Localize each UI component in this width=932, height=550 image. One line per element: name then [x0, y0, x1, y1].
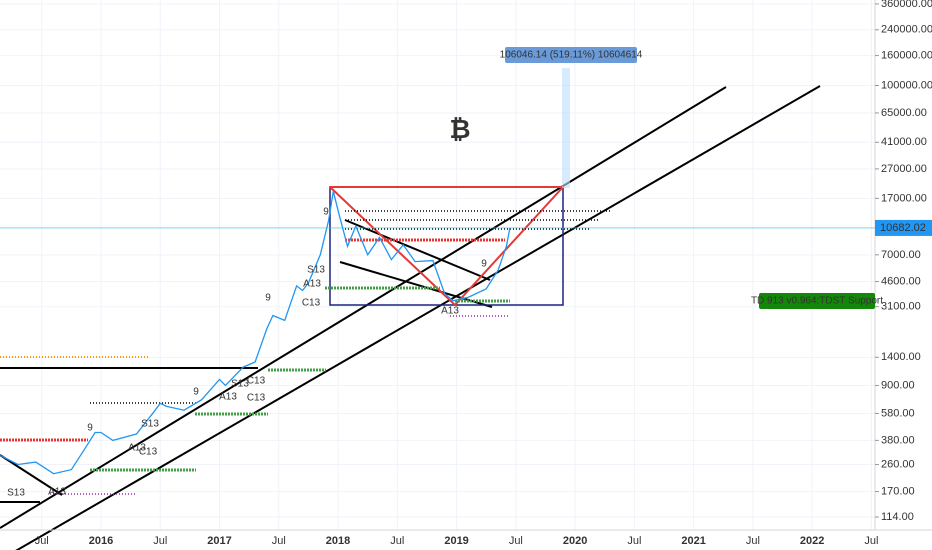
grid	[0, 0, 875, 530]
x-tick-label: Jul	[746, 535, 760, 547]
y-tick-label: 170.00	[881, 485, 915, 497]
last-price-label: 10682.02	[880, 222, 926, 234]
x-tick-label: Jul	[864, 535, 878, 547]
annotation: A13	[303, 279, 321, 290]
y-tick-label: 260.00	[881, 458, 915, 470]
annotation: C13	[302, 298, 321, 309]
y-tick-label: 160000.00	[881, 49, 932, 61]
annotation: A13	[48, 487, 66, 498]
annotation: 9	[87, 423, 93, 434]
trend-line	[339, 261, 493, 308]
y-tick-label: 900.00	[881, 379, 915, 391]
x-tick-label: Jul	[509, 535, 523, 547]
y-tick-label: 114.00	[881, 511, 914, 523]
x-tick-label: 2020	[563, 535, 587, 547]
annotation-box	[759, 293, 875, 309]
bitcoin-logo: ₿	[449, 114, 470, 144]
x-tick-label: Jul	[153, 535, 167, 547]
y-tick-label: 100000.00	[881, 79, 932, 91]
trend-line	[0, 86, 727, 529]
y-tick-label: 7000.00	[881, 249, 921, 261]
y-tick-label: 65000.00	[881, 107, 927, 119]
fib-line	[329, 186, 456, 306]
annotation: C13	[247, 393, 266, 404]
annotation: TD 913 v0.964:TDST Support	[751, 296, 883, 307]
annotation: S13	[141, 419, 159, 430]
annotation: C13	[139, 447, 158, 458]
x-tick-label: Jul	[390, 535, 404, 547]
annotation: S13	[231, 379, 249, 390]
y-tick-label: 3100.00	[881, 301, 921, 313]
y-tick-label: 4600.00	[881, 275, 921, 287]
annotation: 9	[265, 293, 271, 304]
x-tick-label: 2017	[207, 535, 231, 547]
projection	[562, 68, 570, 188]
price-line	[0, 191, 511, 475]
x-tick-label: Jul	[627, 535, 641, 547]
trend-line	[15, 85, 821, 550]
x-tick-label: Jul	[35, 535, 49, 547]
y-tick-label: 360000.00	[881, 0, 932, 10]
last-price-box	[875, 219, 932, 236]
x-tick-label: 2018	[326, 535, 350, 547]
y-tick-label: 580.00	[881, 407, 915, 419]
annotation: A13	[441, 306, 459, 317]
annotation: 9	[481, 259, 487, 270]
annotation: S13	[307, 265, 325, 276]
x-tick-label: 2021	[681, 535, 705, 547]
trend-line	[0, 454, 63, 496]
annotation: S13	[7, 488, 25, 499]
y-tick-label: 1400.00	[881, 351, 921, 363]
x-tick-label: 2022	[800, 535, 824, 547]
fib-line	[454, 186, 564, 306]
x-tick-label: 2019	[444, 535, 468, 547]
annotation: C13	[247, 376, 266, 387]
y-tick-label: 41000.00	[881, 136, 927, 148]
y-tick-label: 27000.00	[881, 163, 927, 175]
annotation: A13	[219, 392, 237, 403]
x-tick-label: 2016	[89, 535, 113, 547]
x-tick-label: Jul	[272, 535, 286, 547]
annotation: 9	[193, 387, 199, 398]
y-tick-label: 380.00	[881, 434, 915, 446]
annotation: 9	[323, 207, 329, 218]
trend-line	[344, 219, 491, 281]
y-tick-label: 17000.00	[881, 192, 927, 204]
annotation-box	[505, 47, 637, 63]
annotation: 106046.14 (519.11%) 10604614	[500, 50, 643, 61]
y-tick-label: 240000.00	[881, 24, 932, 36]
annotation: A13	[128, 443, 146, 454]
